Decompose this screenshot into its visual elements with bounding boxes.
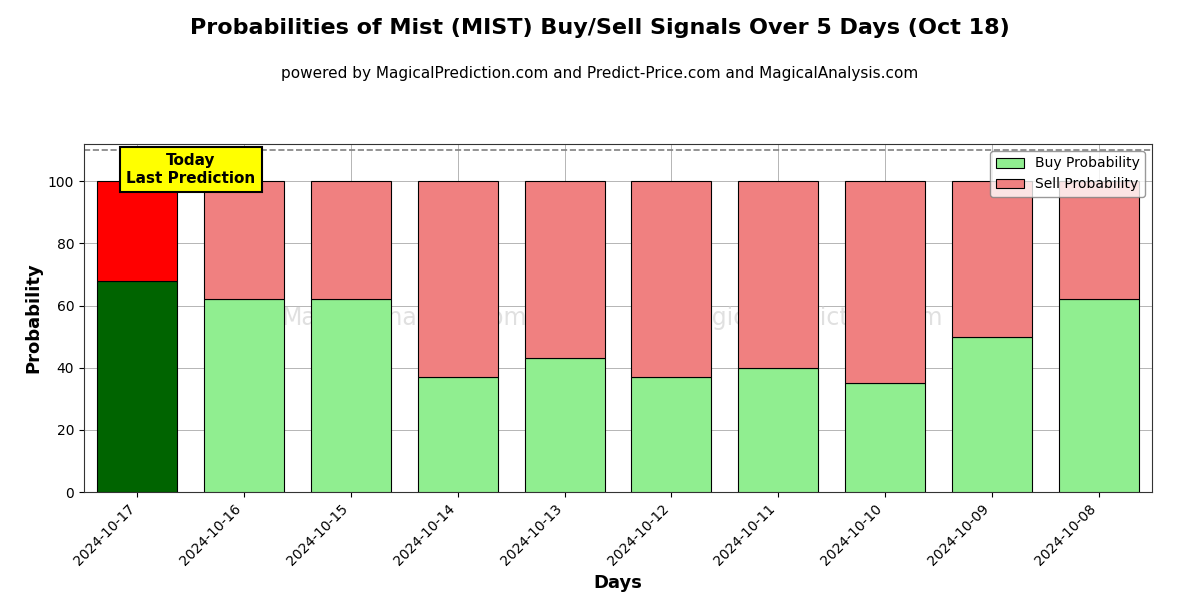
Bar (1058, 299, 1139, 492)
Bar (952, 337, 1032, 492)
Legend: Buy Probability, Sell Probability: Buy Probability, Sell Probability (990, 151, 1145, 197)
Text: Today
Last Prediction: Today Last Prediction (126, 154, 256, 186)
Bar (845, 383, 925, 492)
Text: powered by MagicalPrediction.com and Predict-Price.com and MagicalAnalysis.com: powered by MagicalPrediction.com and Pre… (281, 66, 919, 81)
Bar (952, 181, 1032, 337)
Bar (738, 181, 818, 368)
Bar (631, 181, 712, 377)
X-axis label: Days: Days (594, 574, 642, 592)
Bar (204, 181, 284, 299)
Bar (524, 181, 605, 358)
Bar (418, 181, 498, 377)
Text: MagicalAnalysis.com: MagicalAnalysis.com (282, 306, 527, 330)
Bar (97, 281, 178, 492)
Text: MagicalPrediction.com: MagicalPrediction.com (678, 306, 943, 330)
Bar (97, 181, 178, 281)
Y-axis label: Probability: Probability (24, 263, 42, 373)
Bar (311, 181, 391, 299)
Bar (845, 181, 925, 383)
Bar (311, 299, 391, 492)
Bar (738, 368, 818, 492)
Bar (1058, 181, 1139, 299)
Bar (524, 358, 605, 492)
Bar (418, 377, 498, 492)
Text: Probabilities of Mist (MIST) Buy/Sell Signals Over 5 Days (Oct 18): Probabilities of Mist (MIST) Buy/Sell Si… (190, 18, 1010, 38)
Bar (631, 377, 712, 492)
Bar (204, 299, 284, 492)
